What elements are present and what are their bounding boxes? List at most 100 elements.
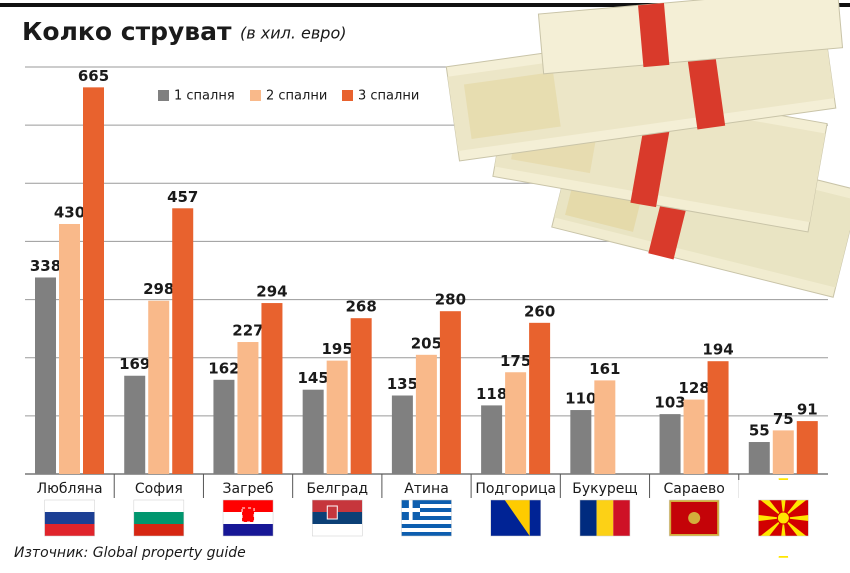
flag-stripe (579, 500, 597, 536)
flag (668, 499, 720, 537)
value-label: 194 (702, 341, 733, 359)
flag-emblem (241, 507, 255, 523)
flag-stripe (312, 524, 363, 536)
bar (439, 311, 461, 474)
bar (415, 354, 437, 474)
bar (59, 223, 80, 474)
bar (505, 372, 527, 474)
value-label: 135 (387, 375, 418, 393)
x-tick-label: Букурещ (572, 481, 637, 497)
legend-swatch (342, 90, 353, 101)
bar (659, 414, 681, 474)
chart-title: Колко струват (22, 17, 232, 46)
value-label: 162 (208, 359, 239, 377)
bar (683, 399, 705, 474)
bar (326, 360, 348, 474)
bar (594, 380, 616, 474)
bar (350, 318, 372, 474)
flag-stripe (44, 524, 95, 536)
flag-stripe (401, 524, 452, 528)
flag-border (490, 499, 541, 537)
x-tick-label: Загреб (223, 481, 274, 497)
legend-swatch (250, 90, 261, 101)
bar (481, 405, 503, 474)
flag-stripe (44, 500, 95, 512)
flag-stripe (401, 512, 452, 516)
bar (772, 430, 794, 474)
x-tick-label: Атина (404, 481, 449, 497)
legend-label: 2 спални (266, 89, 327, 104)
flag (312, 499, 363, 537)
flag (490, 499, 541, 537)
x-tick-label: Сараево (664, 481, 725, 497)
flag-border (758, 499, 809, 537)
value-label: 457 (167, 188, 198, 206)
flag-stripe (596, 500, 614, 536)
bar (35, 277, 56, 474)
flag-border (579, 499, 631, 537)
bar (172, 208, 194, 474)
value-label: 118 (476, 385, 507, 403)
value-label: 91 (797, 401, 818, 419)
flag-stripe (133, 500, 184, 512)
money-illustration (445, 0, 850, 298)
flag-stripe (401, 500, 452, 504)
flag-stripe (223, 500, 274, 512)
flag-border (668, 499, 720, 537)
flag-stripe (401, 516, 452, 520)
bar (124, 375, 146, 474)
value-label: 338 (30, 257, 61, 275)
bar (148, 300, 170, 474)
bar (707, 361, 729, 474)
bar (391, 395, 413, 474)
flag (401, 499, 452, 537)
flag-emblem (688, 512, 701, 524)
flag-stripe (133, 524, 184, 536)
bar (213, 379, 235, 474)
value-label: 55 (749, 422, 770, 440)
flag-border (133, 499, 185, 537)
bar (83, 87, 104, 474)
flag-border (222, 499, 274, 537)
flag-border (401, 499, 452, 537)
x-tick-label: Белград (306, 481, 368, 497)
flag-stripe (401, 504, 452, 508)
legend-label: 1 спалня (174, 89, 235, 104)
value-label: 145 (298, 369, 329, 387)
flag-clip (738, 480, 829, 500)
flag-sun (776, 511, 790, 525)
value-label: 205 (411, 334, 442, 352)
value-label: 169 (119, 355, 150, 373)
source-note: Източник: Global property guide (14, 545, 246, 561)
value-label: 103 (654, 394, 685, 412)
flag (738, 478, 829, 558)
legend-label: 3 спални (358, 89, 419, 104)
value-label: 294 (256, 283, 287, 301)
value-label: 268 (346, 298, 377, 316)
bar (748, 442, 770, 474)
x-tick-label: Любляна (37, 481, 103, 497)
flag-clip (738, 536, 829, 556)
value-label: 75 (773, 410, 794, 428)
legend-swatch (158, 90, 169, 101)
top-rule (0, 3, 850, 7)
value-label: 110 (565, 390, 596, 408)
chart-subtitle: (в хил. евро) (240, 24, 346, 43)
value-label: 175 (500, 352, 531, 370)
bar (529, 322, 551, 474)
flag-border (44, 499, 95, 537)
flag-cross (408, 500, 413, 520)
flag-stripe (401, 528, 452, 532)
flag-stripe (44, 512, 95, 524)
value-label: 227 (232, 322, 263, 340)
flag (133, 499, 185, 537)
value-label: 298 (143, 280, 174, 298)
x-tick-label: Подгорица (475, 481, 556, 497)
bar (237, 342, 259, 474)
value-label: 195 (322, 340, 353, 358)
flag-stripe (133, 512, 184, 524)
value-label: 161 (589, 360, 620, 378)
flag-stripe (401, 520, 452, 524)
value-label: 260 (524, 302, 555, 320)
